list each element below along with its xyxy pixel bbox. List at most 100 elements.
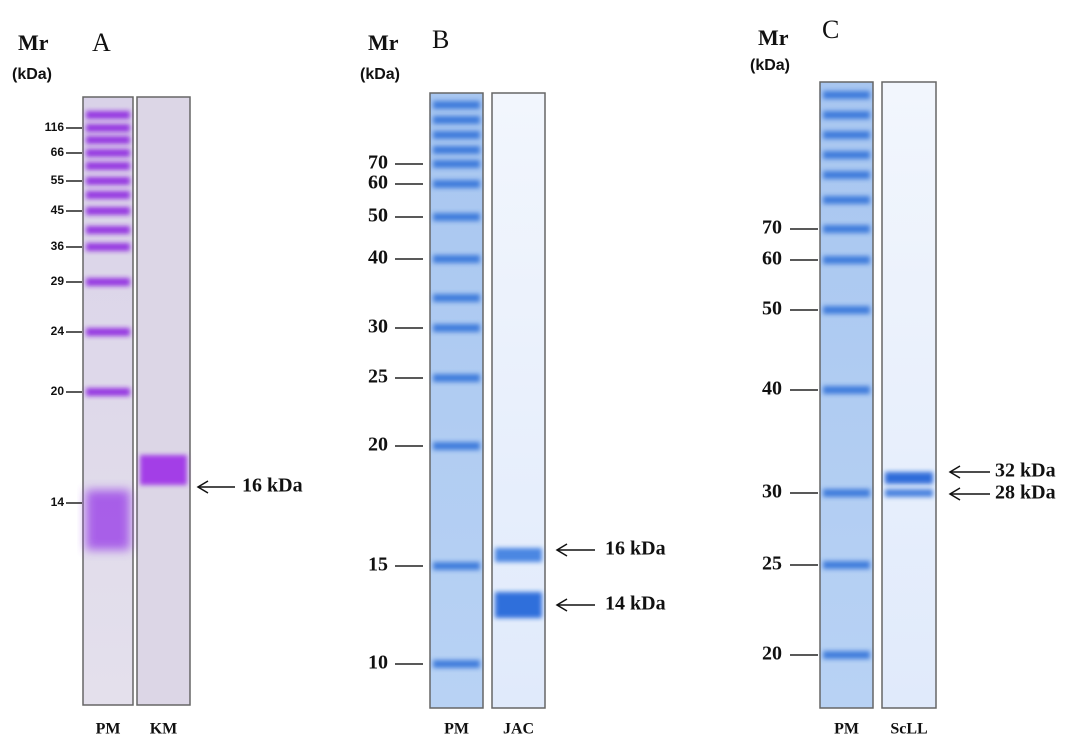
- ladder-band: [433, 131, 480, 139]
- gel-lane: [136, 96, 191, 706]
- ladder-band: [86, 207, 130, 215]
- ladder-band: [86, 243, 130, 251]
- ladder-band: [433, 180, 480, 188]
- lane-label: KM: [150, 721, 178, 738]
- marker-label: 70: [762, 217, 782, 239]
- arrow-head: [196, 480, 209, 494]
- ladder-band: [86, 278, 130, 286]
- ladder-band: [433, 374, 480, 382]
- ladder-band: [86, 177, 130, 185]
- gel-panel: Mr (kDa) A PM KM 116 66 55 45 36 29 24 20 14 16 kDa: [12, 28, 303, 738]
- mr-label: Mr: [18, 30, 49, 55]
- ladder-band: [433, 442, 480, 450]
- unit-label: (kDa): [360, 66, 400, 83]
- unit-label: (kDa): [12, 66, 52, 83]
- arrow-head: [555, 598, 568, 612]
- gel-lane: [881, 81, 937, 709]
- marker-label: 20: [762, 643, 782, 665]
- ladder-band: [433, 116, 480, 124]
- ladder-band: [86, 191, 130, 199]
- ladder-band: [433, 255, 480, 263]
- panel-letter: A: [92, 28, 111, 57]
- sample-band: [885, 489, 933, 497]
- arrow-head: [948, 487, 961, 501]
- lane-label: ScLL: [890, 721, 927, 738]
- marker-label: 40: [368, 247, 388, 269]
- marker-label: 14: [51, 495, 65, 509]
- marker-label: 24: [51, 324, 65, 338]
- ladder-band: [86, 136, 130, 144]
- ladder-band: [86, 111, 130, 119]
- marker-label: 60: [368, 172, 388, 194]
- ladder-band: [823, 111, 870, 119]
- marker-label: 50: [368, 205, 388, 227]
- mr-label: Mr: [368, 30, 399, 55]
- panel-letter: C: [822, 15, 839, 44]
- marker-label: 10: [368, 652, 388, 674]
- ladder-band: [433, 146, 480, 154]
- band-label: 16 kDa: [242, 475, 303, 497]
- ladder-band: [86, 226, 130, 234]
- ladder-band: [86, 388, 130, 396]
- ladder-band: [433, 660, 480, 668]
- marker-label: 45: [51, 203, 65, 217]
- ladder-band: [86, 328, 130, 336]
- marker-label: 70: [368, 152, 388, 174]
- ladder-band: [823, 306, 870, 314]
- ladder-band: [433, 562, 480, 570]
- marker-label: 20: [51, 384, 65, 398]
- ladder-band: [823, 651, 870, 659]
- sample-band: [495, 548, 542, 562]
- mr-label: Mr: [758, 25, 789, 50]
- marker-label: 66: [51, 145, 65, 159]
- ladder-band: [823, 171, 870, 179]
- band-label: 32 kDa: [995, 460, 1056, 482]
- ladder-band: [433, 101, 480, 109]
- ladder-band: [86, 124, 130, 132]
- band-label: 28 kDa: [995, 482, 1056, 504]
- marker-label: 60: [762, 248, 782, 270]
- marker-label: 40: [762, 378, 782, 400]
- ladder-band: [823, 91, 870, 99]
- lane-label: JAC: [503, 721, 534, 738]
- band-label: 14 kDa: [605, 593, 666, 615]
- panel-letter: B: [432, 25, 449, 54]
- unit-label: (kDa): [750, 57, 790, 74]
- ladder-band: [823, 256, 870, 264]
- arrow-head: [948, 465, 961, 479]
- lane-label: PM: [444, 721, 469, 738]
- arrow-head: [555, 543, 568, 557]
- marker-label: 25: [368, 366, 388, 388]
- ladder-band: [823, 225, 870, 233]
- marker-label: 116: [45, 120, 65, 134]
- ladder-band: [823, 489, 870, 497]
- smear: [86, 490, 130, 550]
- marker-label: 30: [368, 316, 388, 338]
- ladder-band: [433, 213, 480, 221]
- marker-label: 15: [368, 554, 388, 576]
- lane-label: PM: [96, 721, 121, 738]
- ladder-band: [823, 196, 870, 204]
- gel-lane: [429, 92, 484, 709]
- ladder-band: [86, 162, 130, 170]
- sample-band: [495, 592, 542, 618]
- marker-label: 55: [51, 173, 65, 187]
- ladder-band: [823, 131, 870, 139]
- lane-label: PM: [834, 721, 859, 738]
- marker-label: 36: [51, 239, 65, 253]
- ladder-band: [433, 324, 480, 332]
- band-label: 16 kDa: [605, 538, 666, 560]
- marker-label: 29: [51, 274, 65, 288]
- marker-label: 30: [762, 481, 782, 503]
- ladder-band: [823, 151, 870, 159]
- sample-band: [885, 472, 933, 484]
- gel-lane: [819, 81, 874, 709]
- marker-label: 20: [368, 434, 388, 456]
- ladder-band: [86, 149, 130, 157]
- ladder-band: [433, 160, 480, 168]
- ladder-band: [823, 386, 870, 394]
- gel-lane: [82, 96, 134, 706]
